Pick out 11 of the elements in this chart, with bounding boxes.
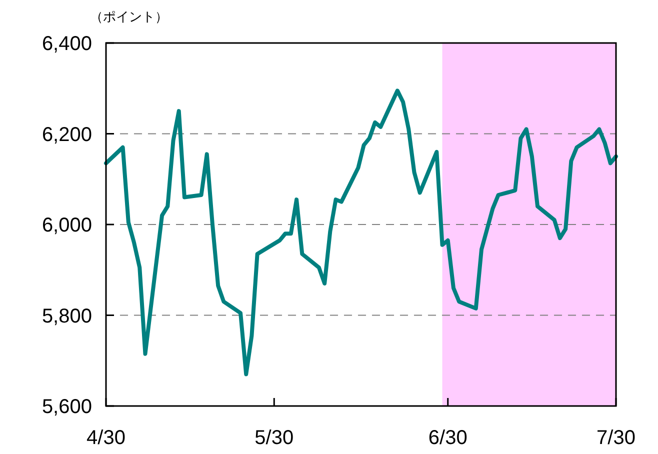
y-tick-label: 6,400 [42, 33, 92, 55]
y-tick-label: 6,000 [42, 214, 92, 236]
x-tick-label: 7/30 [596, 427, 636, 449]
y-tick-label: 5,600 [42, 396, 92, 418]
y-tick-label: 6,200 [42, 124, 92, 146]
line-series [104, 88, 618, 376]
x-tick-label: 6/30 [428, 427, 468, 449]
x-tick-label: 5/30 [254, 427, 294, 449]
y-axis-title: （ポイント） [90, 9, 168, 24]
y-tick-label: 5,800 [42, 305, 92, 328]
x-tick-label: 4/30 [86, 427, 126, 449]
